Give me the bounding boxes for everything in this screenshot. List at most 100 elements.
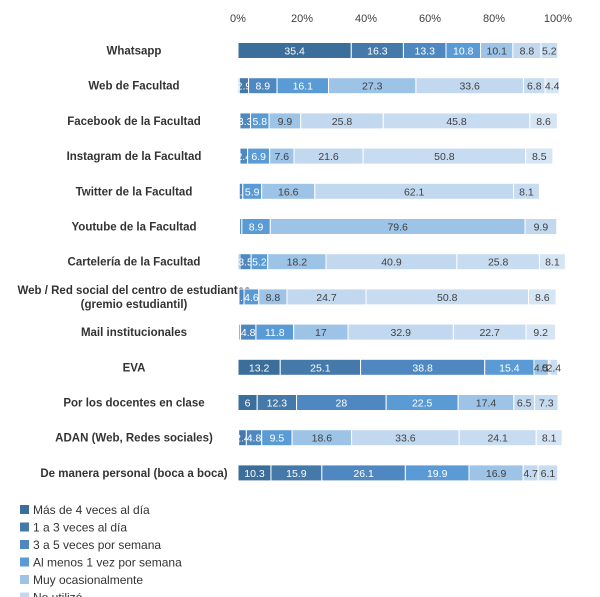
category-label-line: Web de Facultad	[88, 81, 179, 93]
bar-data-label: 16.3	[367, 46, 388, 58]
bar-data-label: 40.9	[381, 257, 402, 269]
category-label-line: (gremio estudiantil)	[81, 299, 188, 311]
x-tick-label: 40%	[355, 13, 377, 25]
category-label: Youtube de la Facultad	[71, 222, 196, 234]
category-label-line: EVA	[123, 362, 146, 374]
bar-data-label: 4.8	[247, 433, 262, 445]
bar-data-label: 11.8	[265, 327, 285, 339]
bar-data-label: 33.6	[395, 433, 416, 445]
category-label: Instagram de la Facultad	[67, 151, 202, 163]
category-label: Web de Facultad	[88, 81, 179, 93]
bar-data-label: 17	[315, 327, 327, 339]
legend-label: Al menos 1 vez por semana	[33, 556, 182, 570]
bar-data-label: 7.3	[539, 398, 554, 410]
bar-segment	[544, 77, 560, 95]
category-label-line: ADAN (Web, Redes sociales)	[55, 433, 213, 445]
bar-data-label: 28	[336, 398, 348, 410]
bar-segment	[549, 358, 559, 376]
x-axis: 0% 20% 40% 60% 80% 100%	[230, 13, 572, 25]
bar-data-label: 6.5	[517, 398, 532, 410]
bar-data-label: 8.6	[536, 116, 551, 128]
bar-data-label: 8.8	[520, 46, 535, 58]
bar-data-label: 8.5	[532, 151, 547, 163]
x-tick-label: 60%	[419, 13, 441, 25]
category-label: Twitter de la Facultad	[76, 186, 193, 198]
bar-data-label: 10.8	[453, 46, 474, 58]
bar-data-label: 18.2	[287, 257, 308, 269]
category-label: Facebook de la Facultad	[67, 116, 201, 128]
bar-data-label: 24.7	[316, 292, 337, 304]
bar-data-label: 5.9	[245, 186, 260, 198]
bar-data-label: 25.8	[332, 116, 353, 128]
bar-data-label: 9.5	[270, 433, 285, 445]
bar-data-label: 9.9	[278, 116, 293, 128]
bar-data-label: 3.5	[238, 257, 253, 269]
category-label: Whatsapp	[107, 46, 162, 58]
category-label: ADAN (Web, Redes sociales)	[55, 433, 213, 445]
bar-data-label: 33.6	[459, 81, 480, 93]
category-label: Cartelería de la Facultad	[68, 257, 201, 269]
category-label-line: Instagram de la Facultad	[67, 151, 202, 163]
bar-data-label: 16.1	[293, 81, 314, 93]
bar-data-label: 32.9	[391, 327, 412, 339]
bar-segment	[537, 464, 559, 482]
bar-data-label: 9.2	[533, 327, 548, 339]
legend-swatch	[20, 540, 29, 549]
category-labels: Whatsapp Web de Facultad Facebook de la Fa…	[17, 46, 250, 480]
legend-swatch	[20, 505, 29, 514]
bar-data-label: 6.9	[251, 151, 266, 163]
category-label: EVA	[123, 362, 146, 374]
bar-data-label: 16.9	[486, 468, 507, 480]
bars: 35.4 16.3 13.3 10.8 10.1 8.8 5.2 2.9 8.9 16.1 27.3…	[234, 42, 566, 482]
bar-data-label: 19.9	[427, 468, 448, 480]
bar-data-label: 38.8	[412, 362, 433, 374]
bar-data-label: 5.2	[252, 257, 267, 269]
bar-data-label: 50.8	[437, 292, 458, 304]
legend-label: 3 a 5 veces por semana	[33, 538, 161, 552]
bar-data-label: 25.8	[488, 257, 509, 269]
bar-segment	[538, 253, 566, 271]
bar-data-label: 13.3	[415, 46, 436, 58]
category-label: Por los docentes en clase	[63, 398, 204, 410]
bar-data-label: 12.3	[267, 398, 288, 410]
x-tick-label: 20%	[291, 13, 313, 25]
legend-label: No utilizó	[33, 591, 83, 597]
bar-data-label: 4.5	[534, 362, 549, 374]
bar-segment	[525, 323, 556, 341]
bar-data-label: 35.4	[284, 46, 305, 58]
bar-segment	[524, 218, 558, 235]
bar-data-label: 2.9	[237, 81, 252, 93]
legend-label: Muy ocasionalmente	[33, 573, 143, 587]
bar-data-label: 6.8	[527, 81, 542, 93]
bar-data-label: 6	[245, 398, 251, 410]
bar-data-label: 2.4	[547, 362, 562, 374]
bar-segment	[528, 288, 557, 306]
bar-segment	[513, 182, 540, 200]
bar-data-label: 8.6	[535, 292, 550, 304]
x-tick-label: 100%	[544, 13, 572, 25]
category-label: Mail institucionales	[81, 327, 187, 339]
bar-data-label: 10.3	[244, 468, 265, 480]
bar-data-label: 17.4	[476, 398, 497, 410]
legend-swatch	[20, 592, 29, 597]
bar-data-label: 4.4	[545, 81, 560, 93]
bar-data-label: 8.9	[249, 222, 264, 234]
bar-data-label: 50.8	[434, 151, 455, 163]
bar-data-label: 10.1	[487, 46, 508, 58]
category-label: De manera personal (boca a boca)	[40, 468, 227, 480]
category-label-line: Youtube de la Facultad	[71, 222, 196, 234]
x-tick-label: 0%	[230, 13, 246, 25]
category-label-line: Cartelería de la Facultad	[68, 257, 201, 269]
bar-data-label: 8.1	[542, 433, 557, 445]
bar-data-label: 4.7	[523, 468, 538, 480]
bar-data-label: 27.3	[362, 81, 383, 93]
bar-segment	[540, 42, 559, 59]
bar-data-label: 3.3	[238, 116, 253, 128]
bar-data-label: 4.8	[241, 327, 256, 339]
bar-data-label: 16.6	[278, 186, 299, 198]
bar-data-label: 24.1	[487, 433, 508, 445]
bar-data-label: 9.9	[534, 222, 549, 234]
category-label-line: Por los docentes en clase	[63, 398, 204, 410]
category-label-line: Facebook de la Facultad	[67, 116, 201, 128]
